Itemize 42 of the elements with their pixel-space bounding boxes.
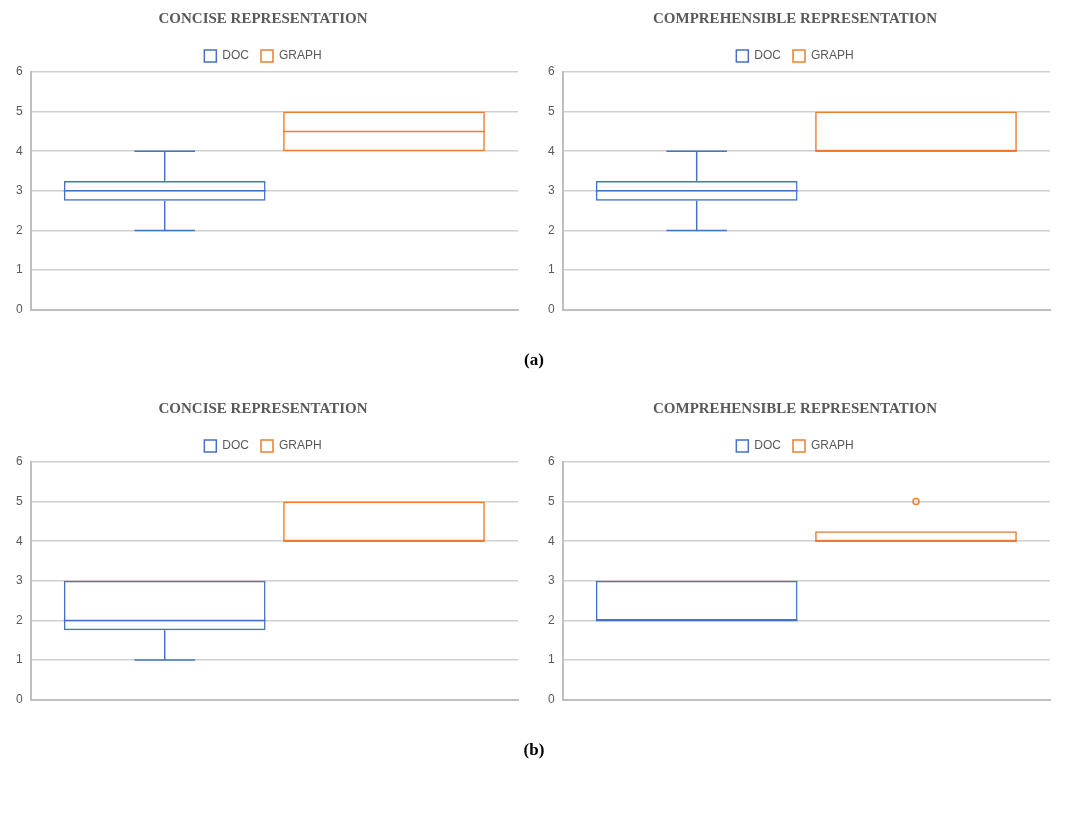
- chart-title: CONCISE REPRESENTATION: [158, 9, 368, 26]
- y-tick-label: 3: [15, 183, 23, 198]
- y-tick-label: 0: [15, 691, 23, 706]
- legend-label: DOC: [754, 438, 782, 453]
- y-tick-label: 6: [547, 454, 555, 469]
- y-tick-label: 6: [547, 64, 555, 79]
- y-tick-label: 4: [547, 143, 555, 158]
- chart-title: COMPREHENSIBLE REPRESENTATION: [652, 399, 938, 416]
- legend-label: GRAPH: [279, 438, 322, 453]
- y-tick-label: 4: [15, 533, 23, 548]
- y-tick-label: 6: [15, 64, 23, 79]
- legend-label: GRAPH: [279, 48, 322, 63]
- legend-label: GRAPH: [811, 48, 854, 63]
- text: (b): [522, 739, 546, 761]
- y-tick-label: 0: [547, 301, 555, 316]
- y-tick-label: 0: [15, 301, 23, 316]
- legend-label: DOC: [222, 438, 250, 453]
- y-tick-label: 2: [15, 222, 23, 237]
- y-tick-label: 0: [547, 691, 555, 706]
- legend-label: GRAPH: [811, 438, 854, 453]
- y-tick-label: 2: [547, 222, 555, 237]
- y-tick-label: 1: [547, 652, 555, 667]
- chart-title: CONCISE REPRESENTATION: [158, 399, 368, 416]
- y-tick-label: 5: [15, 103, 23, 118]
- y-tick-label: 4: [15, 143, 23, 158]
- y-tick-label: 1: [15, 652, 23, 667]
- y-tick-label: 5: [547, 493, 555, 508]
- y-tick-label: 2: [547, 612, 555, 627]
- y-tick-label: 3: [547, 183, 555, 198]
- y-tick-label: 1: [15, 262, 23, 277]
- y-tick-label: 4: [547, 533, 555, 548]
- text: (a): [523, 349, 545, 371]
- y-tick-label: 1: [547, 262, 555, 277]
- y-tick-label: 3: [15, 573, 23, 588]
- y-tick-label: 6: [15, 454, 23, 469]
- y-tick-label: 5: [547, 103, 555, 118]
- legend-label: DOC: [754, 48, 782, 63]
- chart-title: COMPREHENSIBLE REPRESENTATION: [652, 9, 938, 26]
- y-tick-label: 5: [15, 493, 23, 508]
- legend-label: DOC: [222, 48, 250, 63]
- y-tick-label: 2: [15, 612, 23, 627]
- y-tick-label: 3: [547, 573, 555, 588]
